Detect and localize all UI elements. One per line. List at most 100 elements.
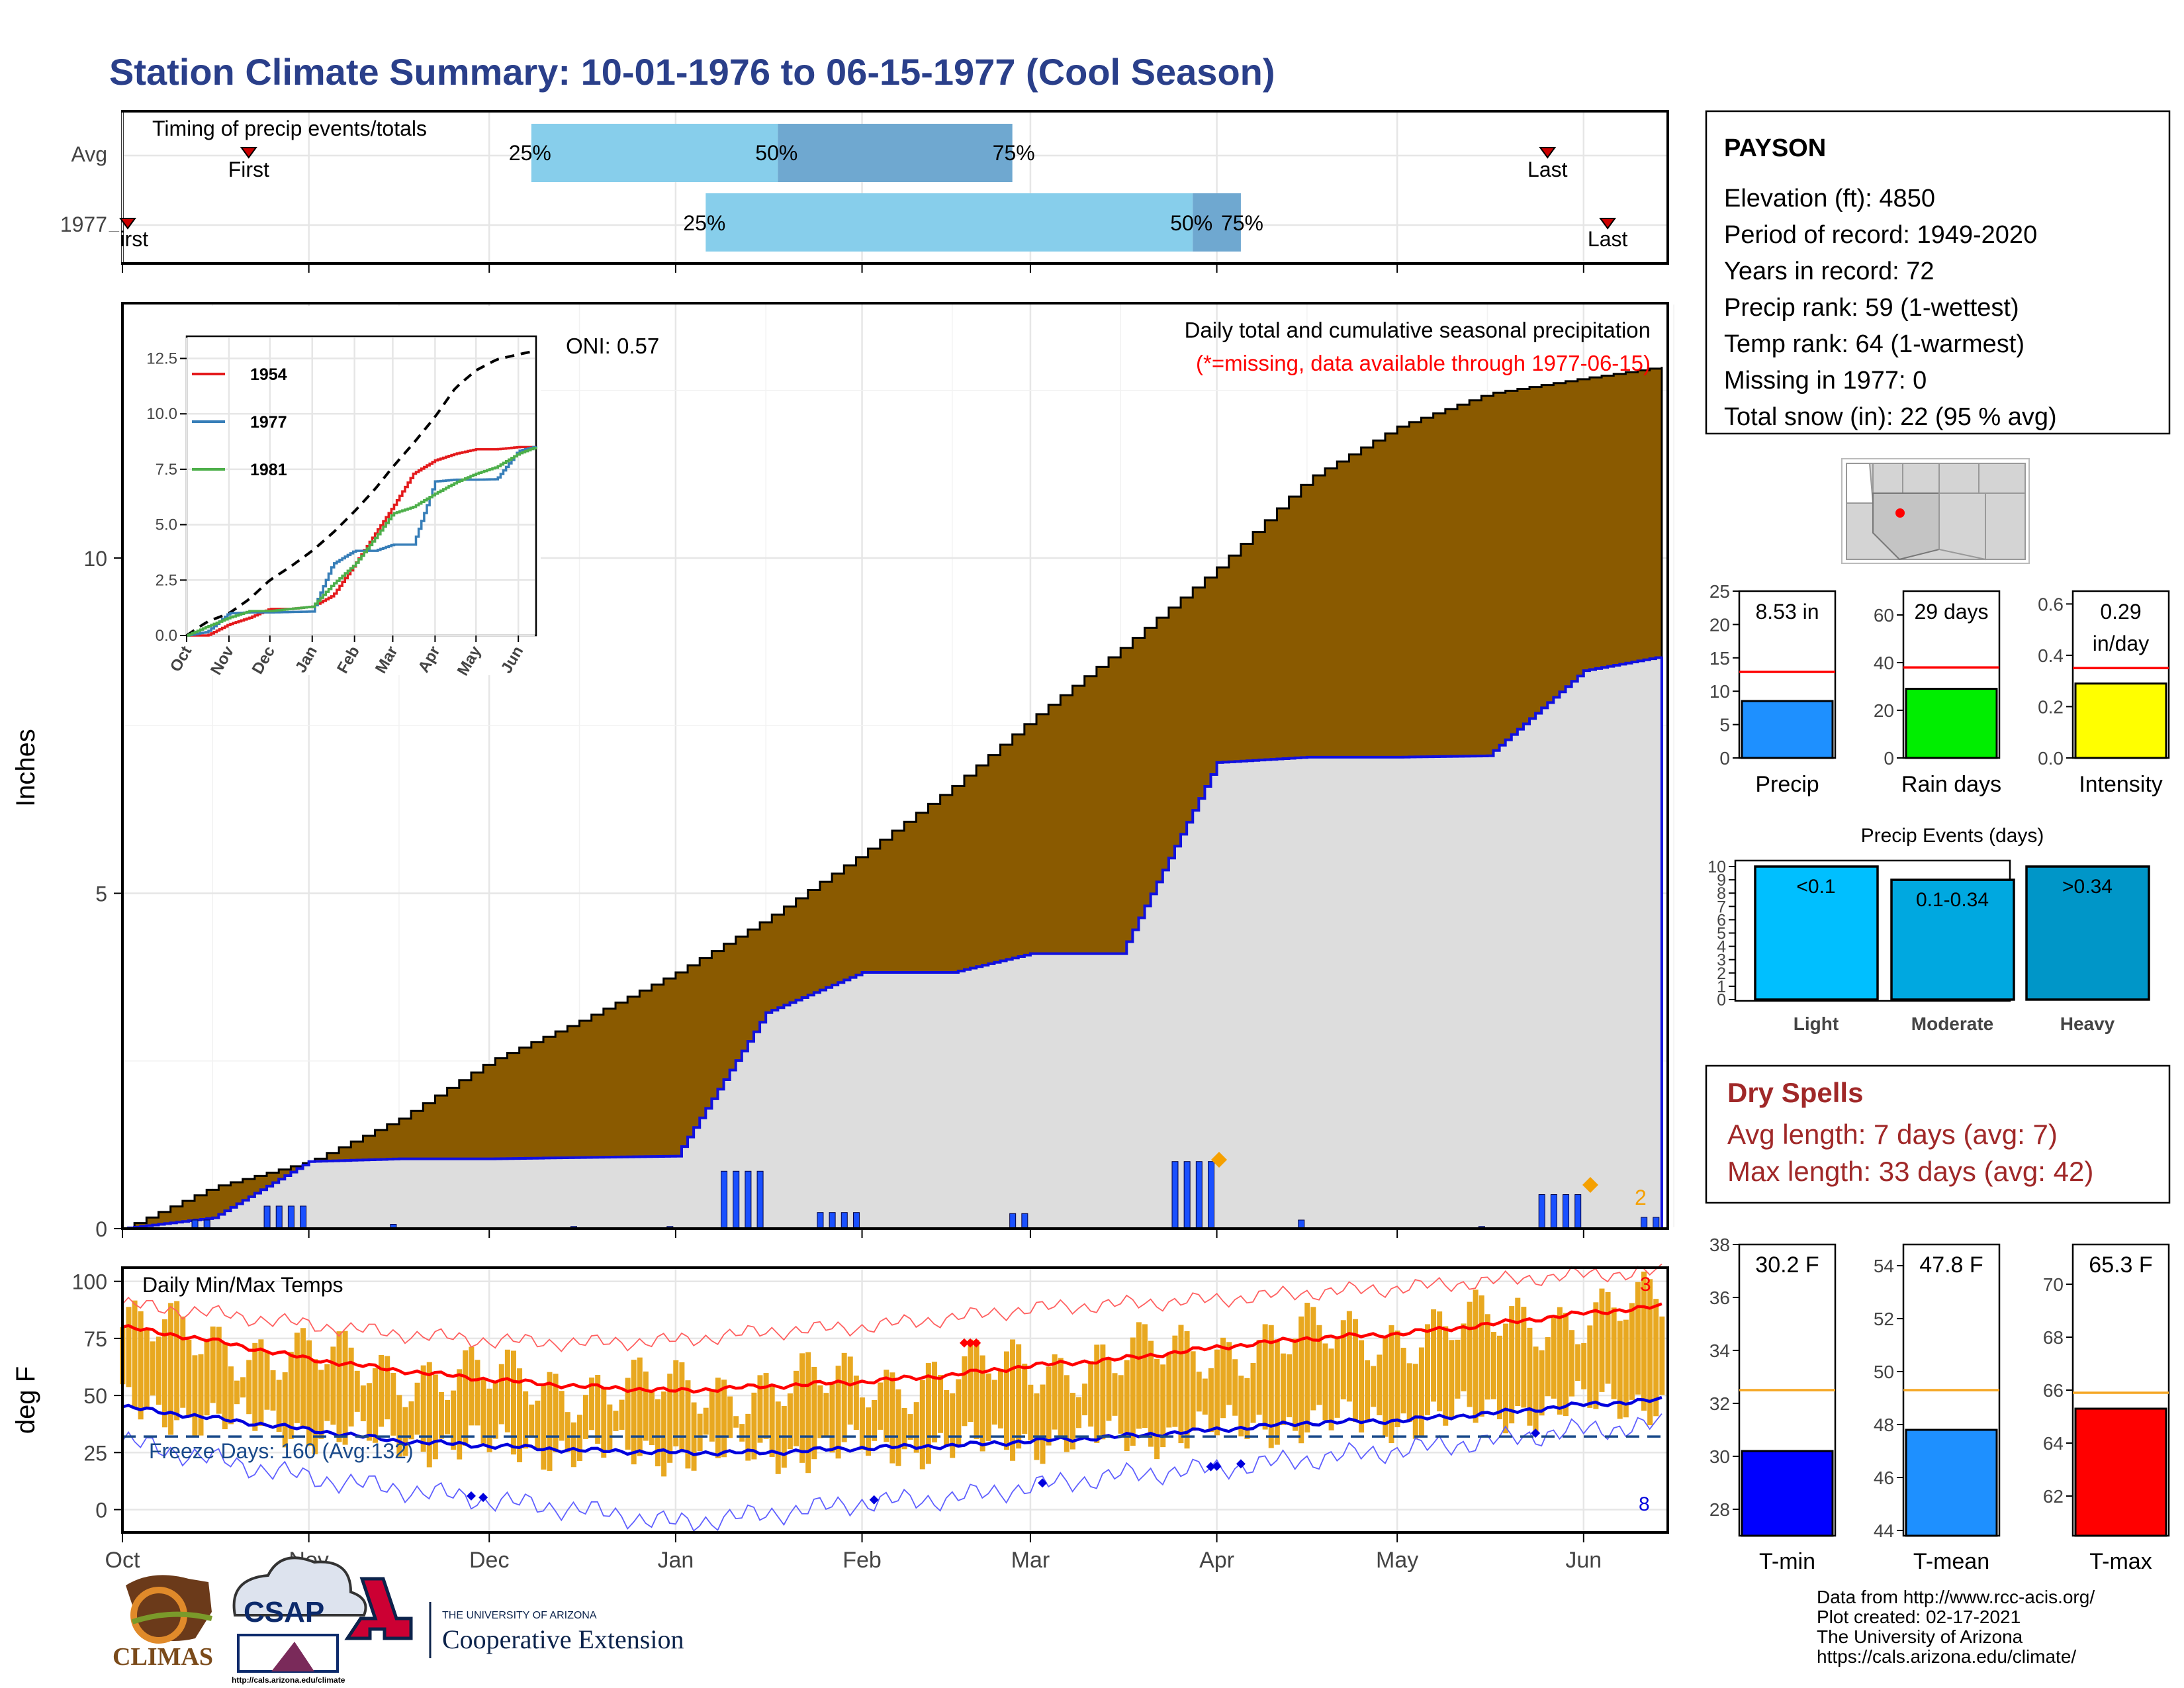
daily-temp-bar [709,1391,715,1442]
month-label: Dec [469,1548,509,1573]
daily-temp-bar [553,1374,559,1452]
daily-temp-bar [469,1346,475,1426]
daily-temp-bar [547,1372,553,1471]
avg-tmax-line [122,1302,1662,1394]
daily-temp-bar [270,1370,276,1411]
daily-temp-bar [156,1336,161,1405]
daily-temp-bar [985,1373,991,1441]
ua-logo-line1: THE UNIVERSITY OF ARIZONA [442,1610,597,1621]
daily-temp-bar [486,1388,492,1452]
credit-line: Plot created: 02-17-2021 [1817,1607,2021,1627]
daily-temp-bar [1383,1336,1388,1437]
daily-temp-bar [763,1373,769,1439]
daily-temp-bar [1653,1299,1659,1417]
daily-temp-bar [1076,1397,1082,1429]
daily-temp-bar [625,1378,631,1450]
daily-precip-bar [1538,1194,1545,1229]
timing-clip-mask [99,232,121,256]
daily-temp-bar [1545,1337,1551,1397]
daily-temp-bar [655,1399,661,1467]
daily-temp-bar [1082,1383,1088,1416]
daily-temp-bar [1022,1364,1028,1434]
daily-temp-bar [174,1301,180,1421]
temp-ytick-label: 100 [72,1270,107,1294]
daily-temp-bar [1418,1347,1424,1437]
daily-temp-bar [1310,1307,1316,1411]
inset-avg-line [185,349,537,637]
timing-bar-q25-q50 [531,124,778,182]
daily-temp-bar [517,1368,523,1462]
events-ytick-label: 8 [1717,884,1726,903]
location-map [1841,458,2030,564]
daily-temp-bar [276,1380,282,1432]
daily-temp-bar [240,1377,246,1398]
record-low-count: 8 [1639,1493,1650,1515]
station-info-line: Missing in 1977: 0 [1724,367,1927,395]
timing-last-label: Last [1527,158,1568,181]
dry-spells-title: Dry Spells [1727,1077,1863,1108]
daily-precip-bar [300,1205,307,1229]
daily-temp-bar [1166,1354,1172,1428]
events-ytick-label: 10 [1707,858,1726,876]
daily-precip-bar [1009,1213,1017,1229]
temp-stat-ytick-label: 48 [1874,1415,1894,1435]
daily-temp-bar [161,1319,167,1428]
daily-temp-bar [1304,1303,1310,1432]
daily-temp-bar [138,1311,144,1420]
daily-temp-bar [1400,1348,1406,1414]
inset-ytick-label: 5.0 [156,516,177,534]
daily-temp-bar [859,1397,865,1450]
daily-temp-bar [258,1339,264,1426]
daily-temp-bar [438,1391,444,1439]
daily-temp-bar [366,1383,372,1441]
month-label: Jan [657,1548,694,1573]
daily-temp-bar [1394,1331,1400,1428]
timing-q25-label: 25% [683,211,725,235]
events-bar [2025,865,2150,1001]
daily-temp-bar [805,1352,811,1474]
daily-temp-bar [853,1376,859,1430]
daily-temp-bar [360,1385,366,1422]
timing-q75-label: 75% [993,141,1035,165]
timing-bar-q50-q75 [778,124,1013,182]
daily-temp-bar [1563,1313,1569,1417]
climas-logo-text: CLIMAS [113,1643,213,1671]
daily-temp-bar [1388,1325,1394,1444]
events-ytick-label: 5 [1717,925,1726,943]
daily-temp-bar [1034,1393,1040,1460]
daily-temp-bar [1069,1393,1075,1450]
record-low-line [122,1413,1662,1532]
daily-temp-bar [252,1342,258,1431]
daily-temp-bar [1346,1311,1352,1402]
daily-temp-bar [1431,1309,1437,1402]
daily-temp-bar [1148,1340,1154,1447]
events-ytick-label: 3 [1717,951,1726,970]
daily-temp-bar [348,1347,354,1427]
daily-temp-bar [396,1395,402,1457]
inset-ytick-label: 0.0 [156,627,177,645]
daily-temp-bar [1238,1376,1244,1436]
temp-stat-ytick-label: 30 [1709,1446,1730,1467]
station-info-box: PAYSON Elevation (ft): 4850 Period of rec… [1705,110,2171,435]
daily-temp-bar [1581,1342,1587,1389]
daily-temp-bar [402,1407,408,1456]
daily-temp-bar [504,1349,510,1432]
daily-temp-bar [643,1371,649,1441]
daily-temp-bar [1659,1316,1665,1395]
daily-precip-bar [852,1212,860,1229]
daily-temp-bar [457,1369,463,1460]
daily-temp-bar [1028,1384,1034,1441]
daily-temp-bar [1503,1323,1509,1434]
temp-stat-ytick-label: 32 [1709,1393,1730,1414]
daily-temp-bar [619,1399,625,1430]
daily-temp-bar [661,1391,667,1477]
daily-temp-bar [925,1363,931,1464]
stat-label: Intensity [2079,772,2163,797]
daily-temp-bar [968,1339,974,1423]
daily-temp-bar [589,1378,595,1430]
daily-temp-bar [997,1370,1003,1429]
daily-temp-bar [1244,1378,1250,1439]
daily-temp-bar [1551,1317,1557,1399]
